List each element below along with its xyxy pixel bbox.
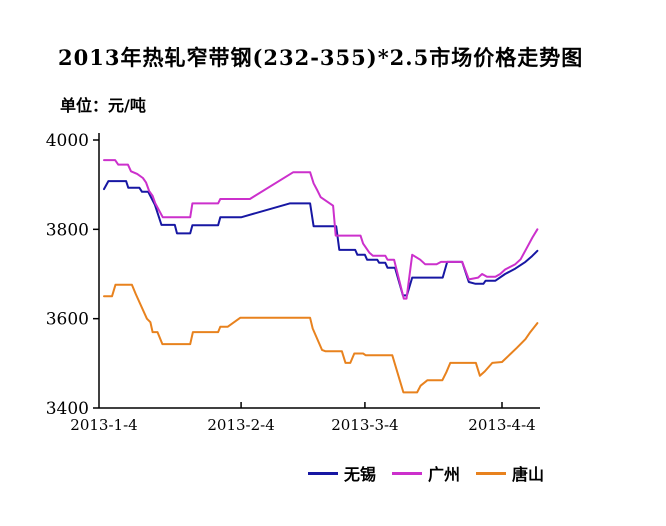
legend-item-guangzhou: 广州	[392, 461, 460, 485]
legend-item-tangshan: 唐山	[476, 461, 544, 485]
y-tick-label: 3800	[46, 220, 89, 240]
y-tick-label: 3400	[46, 399, 89, 419]
legend-label-guangzhou: 广州	[428, 465, 461, 484]
guangzhou-line-swatch	[392, 471, 423, 475]
x-tick-label: 2013-4-4	[468, 416, 535, 434]
unit-label: 单位：元/吨	[60, 96, 146, 115]
legend-label-wuxi: 无锡	[344, 465, 377, 484]
series-line-tangshan	[103, 283, 539, 394]
x-tick-label: 2013-3-4	[331, 416, 398, 434]
x-tick-label: 2013-1-4	[70, 416, 137, 434]
chart-legend: 无锡 广州 唐山	[308, 461, 544, 485]
wuxi-line-swatch	[308, 471, 338, 475]
y-tick-label: 3600	[46, 310, 89, 330]
series-line-guangzhou	[103, 159, 539, 300]
y-tick-label: 4000	[46, 131, 89, 151]
series-line-wuxi	[103, 180, 539, 297]
x-tick-label: 2013-2-4	[207, 416, 274, 434]
legend-item-wuxi: 无锡	[308, 461, 376, 485]
chart-title: 2013年热轧窄带钢(232-355)*2.5市场价格走势图	[58, 45, 584, 70]
legend-label-tangshan: 唐山	[512, 465, 545, 484]
tangshan-line-swatch	[476, 471, 507, 475]
